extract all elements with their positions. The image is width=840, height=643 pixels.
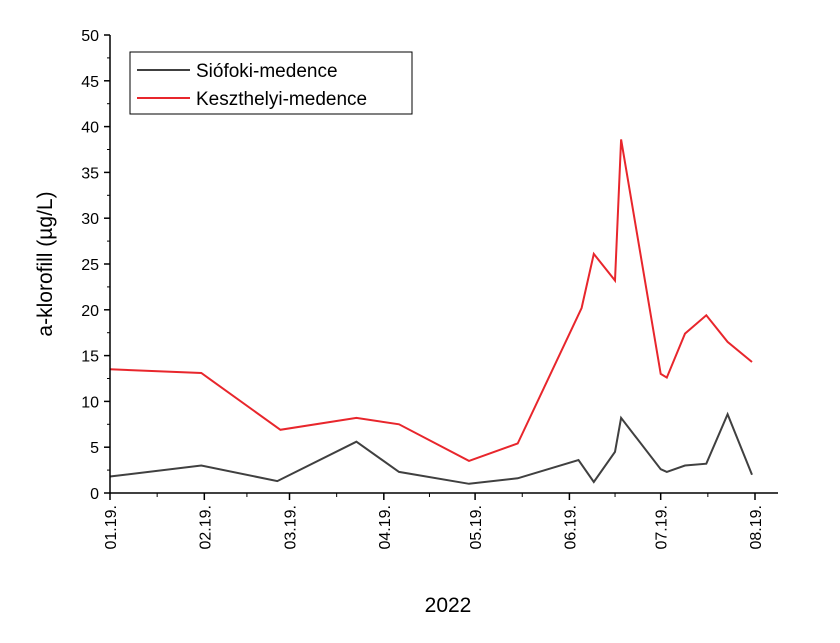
series-line-keszthelyi (109, 139, 753, 462)
legend-box (129, 51, 413, 115)
legend-label-keszthelyi: Keszthelyi-medence (196, 89, 367, 110)
y-axis-title: a-klorofill (µg/L) (34, 191, 57, 336)
y-tick-label: 20 (81, 303, 99, 320)
y-tick-label: 0 (90, 486, 99, 503)
y-tick-label: 5 (90, 440, 99, 457)
x-tick-label: 06.19. (562, 505, 579, 549)
series-layer (109, 139, 753, 485)
y-ticks: 0 5 10 15 20 25 30 35 40 45 50 (81, 28, 110, 503)
y-tick-label: 10 (81, 394, 99, 411)
x-tick-label: 04.19. (377, 505, 394, 549)
y-tick-label: 50 (81, 28, 99, 45)
y-tick-label: 15 (81, 349, 99, 366)
x-tick-label: 02.19. (197, 505, 214, 549)
y-tick-label: 25 (81, 257, 99, 274)
legend: Siófoki-medence Keszthelyi-medence (129, 51, 413, 115)
x-tick-label: 07.19. (654, 505, 671, 549)
x-tick-label: 01.19. (103, 505, 120, 549)
x-tick-label: 05.19. (468, 505, 485, 549)
series-line-siofoki (109, 411, 753, 485)
y-tick-label: 45 (81, 74, 99, 91)
y-tick-label: 40 (81, 120, 99, 137)
legend-label-siofoki: Siófoki-medence (196, 61, 338, 82)
x-ticks: 01.19. 02.19. 03.19. 04.19. 05.19. 06.19. 07.1… (103, 493, 765, 549)
y-tick-label: 30 (81, 211, 99, 228)
x-tick-label: 03.19. (283, 505, 300, 549)
x-axis-title: 2022 (425, 594, 472, 617)
x-tick-label: 08.19. (748, 505, 765, 549)
y-tick-label: 35 (81, 165, 99, 182)
